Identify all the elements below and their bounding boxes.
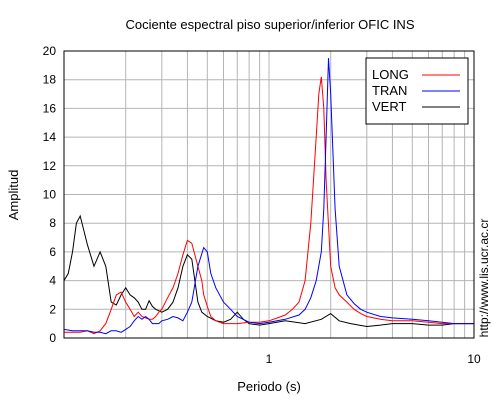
legend-label-long: LONG: [372, 67, 409, 82]
y-tick-label: 2: [49, 302, 56, 316]
x-axis-label: Periodo (s): [237, 379, 301, 394]
side-credit-text: http://www.lis.ucr.ac.cr: [477, 219, 491, 338]
y-tick-label: 8: [49, 216, 56, 230]
series-line-long: [64, 76, 474, 335]
chart-title: Cociente espectral piso superior/inferio…: [125, 17, 414, 32]
y-tick-labels: 0 2 4 6 8 10 12 14 16 18 20: [43, 44, 57, 345]
legend-label-tran: TRAN: [372, 83, 407, 98]
plot-series: [64, 58, 474, 335]
x-tick-label: 1: [266, 352, 273, 366]
y-tick-label: 16: [43, 101, 57, 115]
y-tick-label: 18: [43, 73, 57, 87]
y-tick-label: 6: [49, 245, 56, 259]
plot-frame: [63, 50, 475, 339]
y-tick-label: 4: [49, 274, 56, 288]
y-tick-label: 0: [49, 331, 56, 345]
x-tick-label: 10: [467, 352, 481, 366]
y-tick-label: 14: [43, 130, 57, 144]
y-tick-label: 10: [43, 188, 57, 202]
series-line-vert: [64, 214, 474, 328]
y-axis-label: Amplitud: [6, 170, 21, 221]
x-tick-labels: 1 10: [266, 352, 481, 366]
y-tick-label: 20: [43, 44, 57, 58]
y-tick-label: 12: [43, 159, 57, 173]
legend-label-vert: VERT: [372, 99, 406, 114]
series-line-tran: [64, 58, 474, 335]
